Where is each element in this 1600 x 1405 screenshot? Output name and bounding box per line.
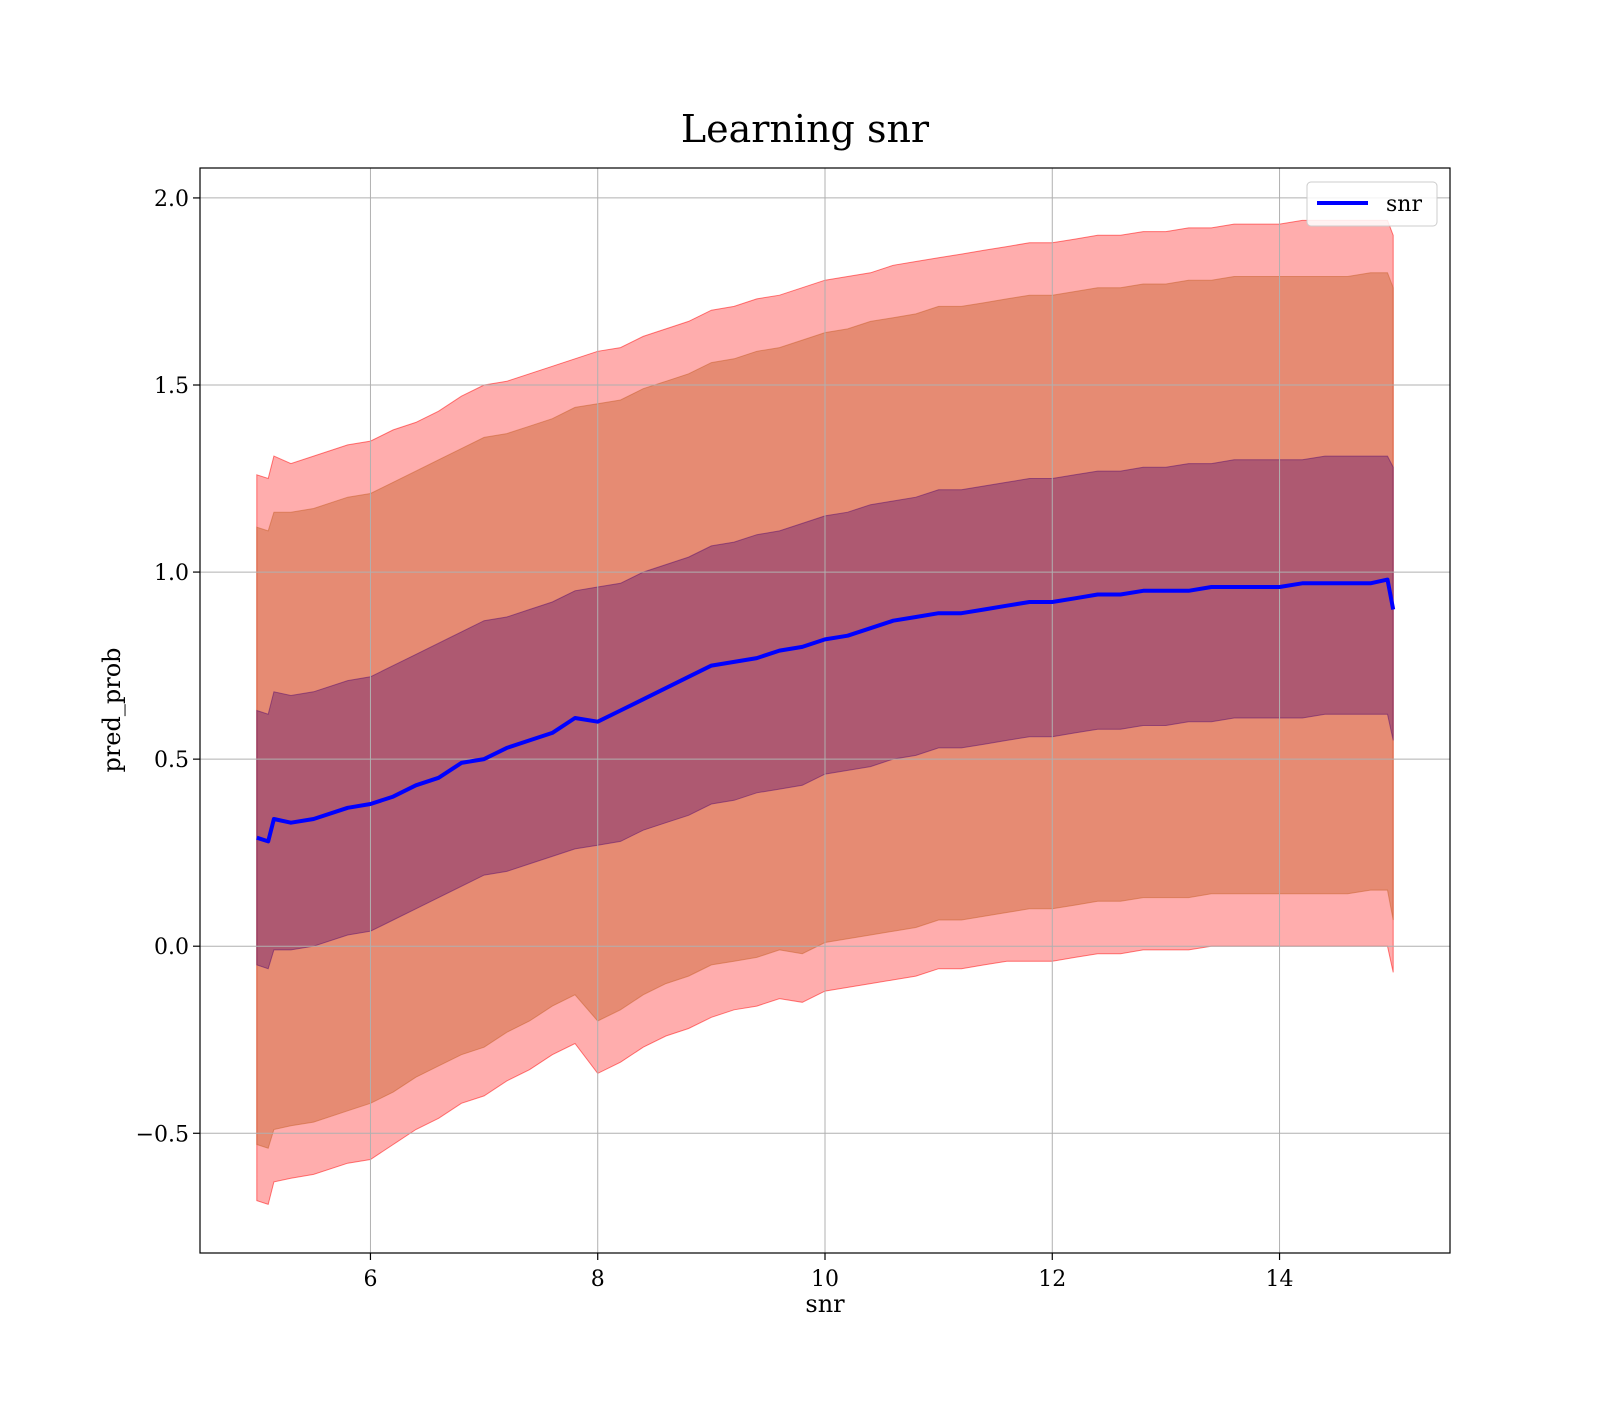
series-line-snr [256, 577, 1396, 844]
legend-box [1306, 181, 1438, 227]
x-tick-label: 6 [363, 1267, 377, 1292]
line-layer [256, 577, 1396, 844]
x-axis-label: snr [805, 1290, 845, 1318]
chart-title: Learning snr [681, 107, 930, 151]
y-tick-label: 0.5 [154, 748, 189, 773]
legend-label-snr: snr [1386, 192, 1422, 217]
y-tick-label: 1.0 [154, 561, 189, 586]
y-tick-label: −0.5 [136, 1122, 189, 1147]
y-tick-label: 0.0 [154, 935, 189, 960]
x-tick-label: 10 [811, 1267, 839, 1292]
grid-layer [200, 168, 1450, 1253]
y-tick-label: 2.0 [154, 187, 189, 212]
y-axis-ticks: −0.5 0.0 0.5 1.0 1.5 2.0 [136, 187, 200, 1147]
y-axis-label: pred_prob [98, 647, 126, 772]
legend: snr [1306, 181, 1438, 227]
x-tick-label: 12 [1038, 1267, 1066, 1292]
x-tick-label: 14 [1266, 1267, 1294, 1292]
x-axis-ticks: 6 8 10 12 14 [363, 1253, 1294, 1292]
x-tick-label: 8 [591, 1267, 605, 1292]
y-tick-label: 1.5 [154, 374, 189, 399]
